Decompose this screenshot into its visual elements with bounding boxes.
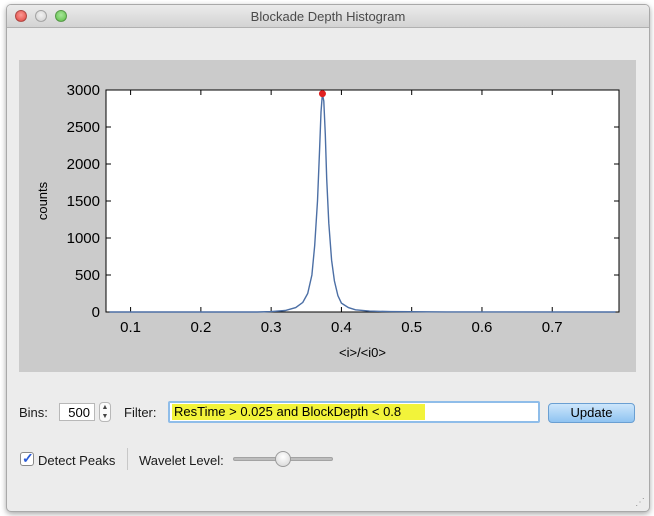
resize-grip-icon[interactable]: ⋰ xyxy=(635,497,645,508)
stepper-down-icon[interactable]: ▼ xyxy=(101,413,109,420)
window-title: Blockade Depth Histogram xyxy=(250,9,406,24)
controls-divider xyxy=(127,448,128,470)
detect-peaks-checkbox[interactable]: ✓ xyxy=(20,450,34,466)
filter-input[interactable]: ResTime > 0.025 and BlockDepth < 0.8 xyxy=(168,401,540,423)
y-tick-label: 2500 xyxy=(67,119,100,136)
checkmark-icon: ✓ xyxy=(22,450,34,466)
plot-area xyxy=(105,89,620,313)
stepper-up-icon[interactable]: ▲ xyxy=(101,404,109,411)
y-tick-label: 1500 xyxy=(67,193,100,210)
title-bar: Blockade Depth Histogram xyxy=(7,5,649,28)
close-window-button[interactable] xyxy=(15,10,27,22)
x-tick-label: 0.1 xyxy=(120,319,141,336)
x-tick-label: 0.5 xyxy=(401,319,422,336)
y-tick-label: 500 xyxy=(75,267,100,284)
minimize-window-button[interactable] xyxy=(35,10,47,22)
chart-panel: 0 500 1000 1500 2000 2500 3000 0.1 0.2 0.3 0.4 0.5 0… xyxy=(19,60,636,372)
x-tick-label: 0.2 xyxy=(190,319,211,336)
y-tick-label: 2000 xyxy=(67,156,100,173)
bins-stepper[interactable]: ▲ ▼ xyxy=(99,402,111,422)
wavelet-level-label: Wavelet Level: xyxy=(139,453,224,468)
histogram-chart: 0 500 1000 1500 2000 2500 3000 0.1 0.2 0.3 0.4 0.5 0… xyxy=(35,82,620,360)
zoom-window-button[interactable] xyxy=(55,10,67,22)
bins-input[interactable]: 500 xyxy=(59,403,95,421)
peak-marker xyxy=(318,90,326,98)
detect-peaks-label[interactable]: Detect Peaks xyxy=(38,453,116,468)
y-tick-label: 1000 xyxy=(67,230,100,247)
x-tick-label: 0.3 xyxy=(261,319,282,336)
x-axis-label: <i>/<i0> xyxy=(339,345,386,360)
histogram-series-line xyxy=(109,93,616,313)
y-tick-label: 3000 xyxy=(67,82,100,99)
x-tick-label: 0.6 xyxy=(472,319,493,336)
y-tick-label: 0 xyxy=(92,304,100,321)
wavelet-level-slider-knob[interactable] xyxy=(275,451,291,467)
y-axis-label: counts xyxy=(35,181,50,220)
histogram-window: Blockade Depth Histogram 0 500 1000 1500 200… xyxy=(6,4,650,512)
x-tick-label: 0.4 xyxy=(331,319,352,336)
filter-input-text: ResTime > 0.025 and BlockDepth < 0.8 xyxy=(172,404,426,420)
bins-label: Bins: xyxy=(19,405,48,420)
x-tick-label: 0.7 xyxy=(542,319,563,336)
update-button[interactable]: Update xyxy=(548,403,635,423)
filter-label: Filter: xyxy=(124,405,157,420)
